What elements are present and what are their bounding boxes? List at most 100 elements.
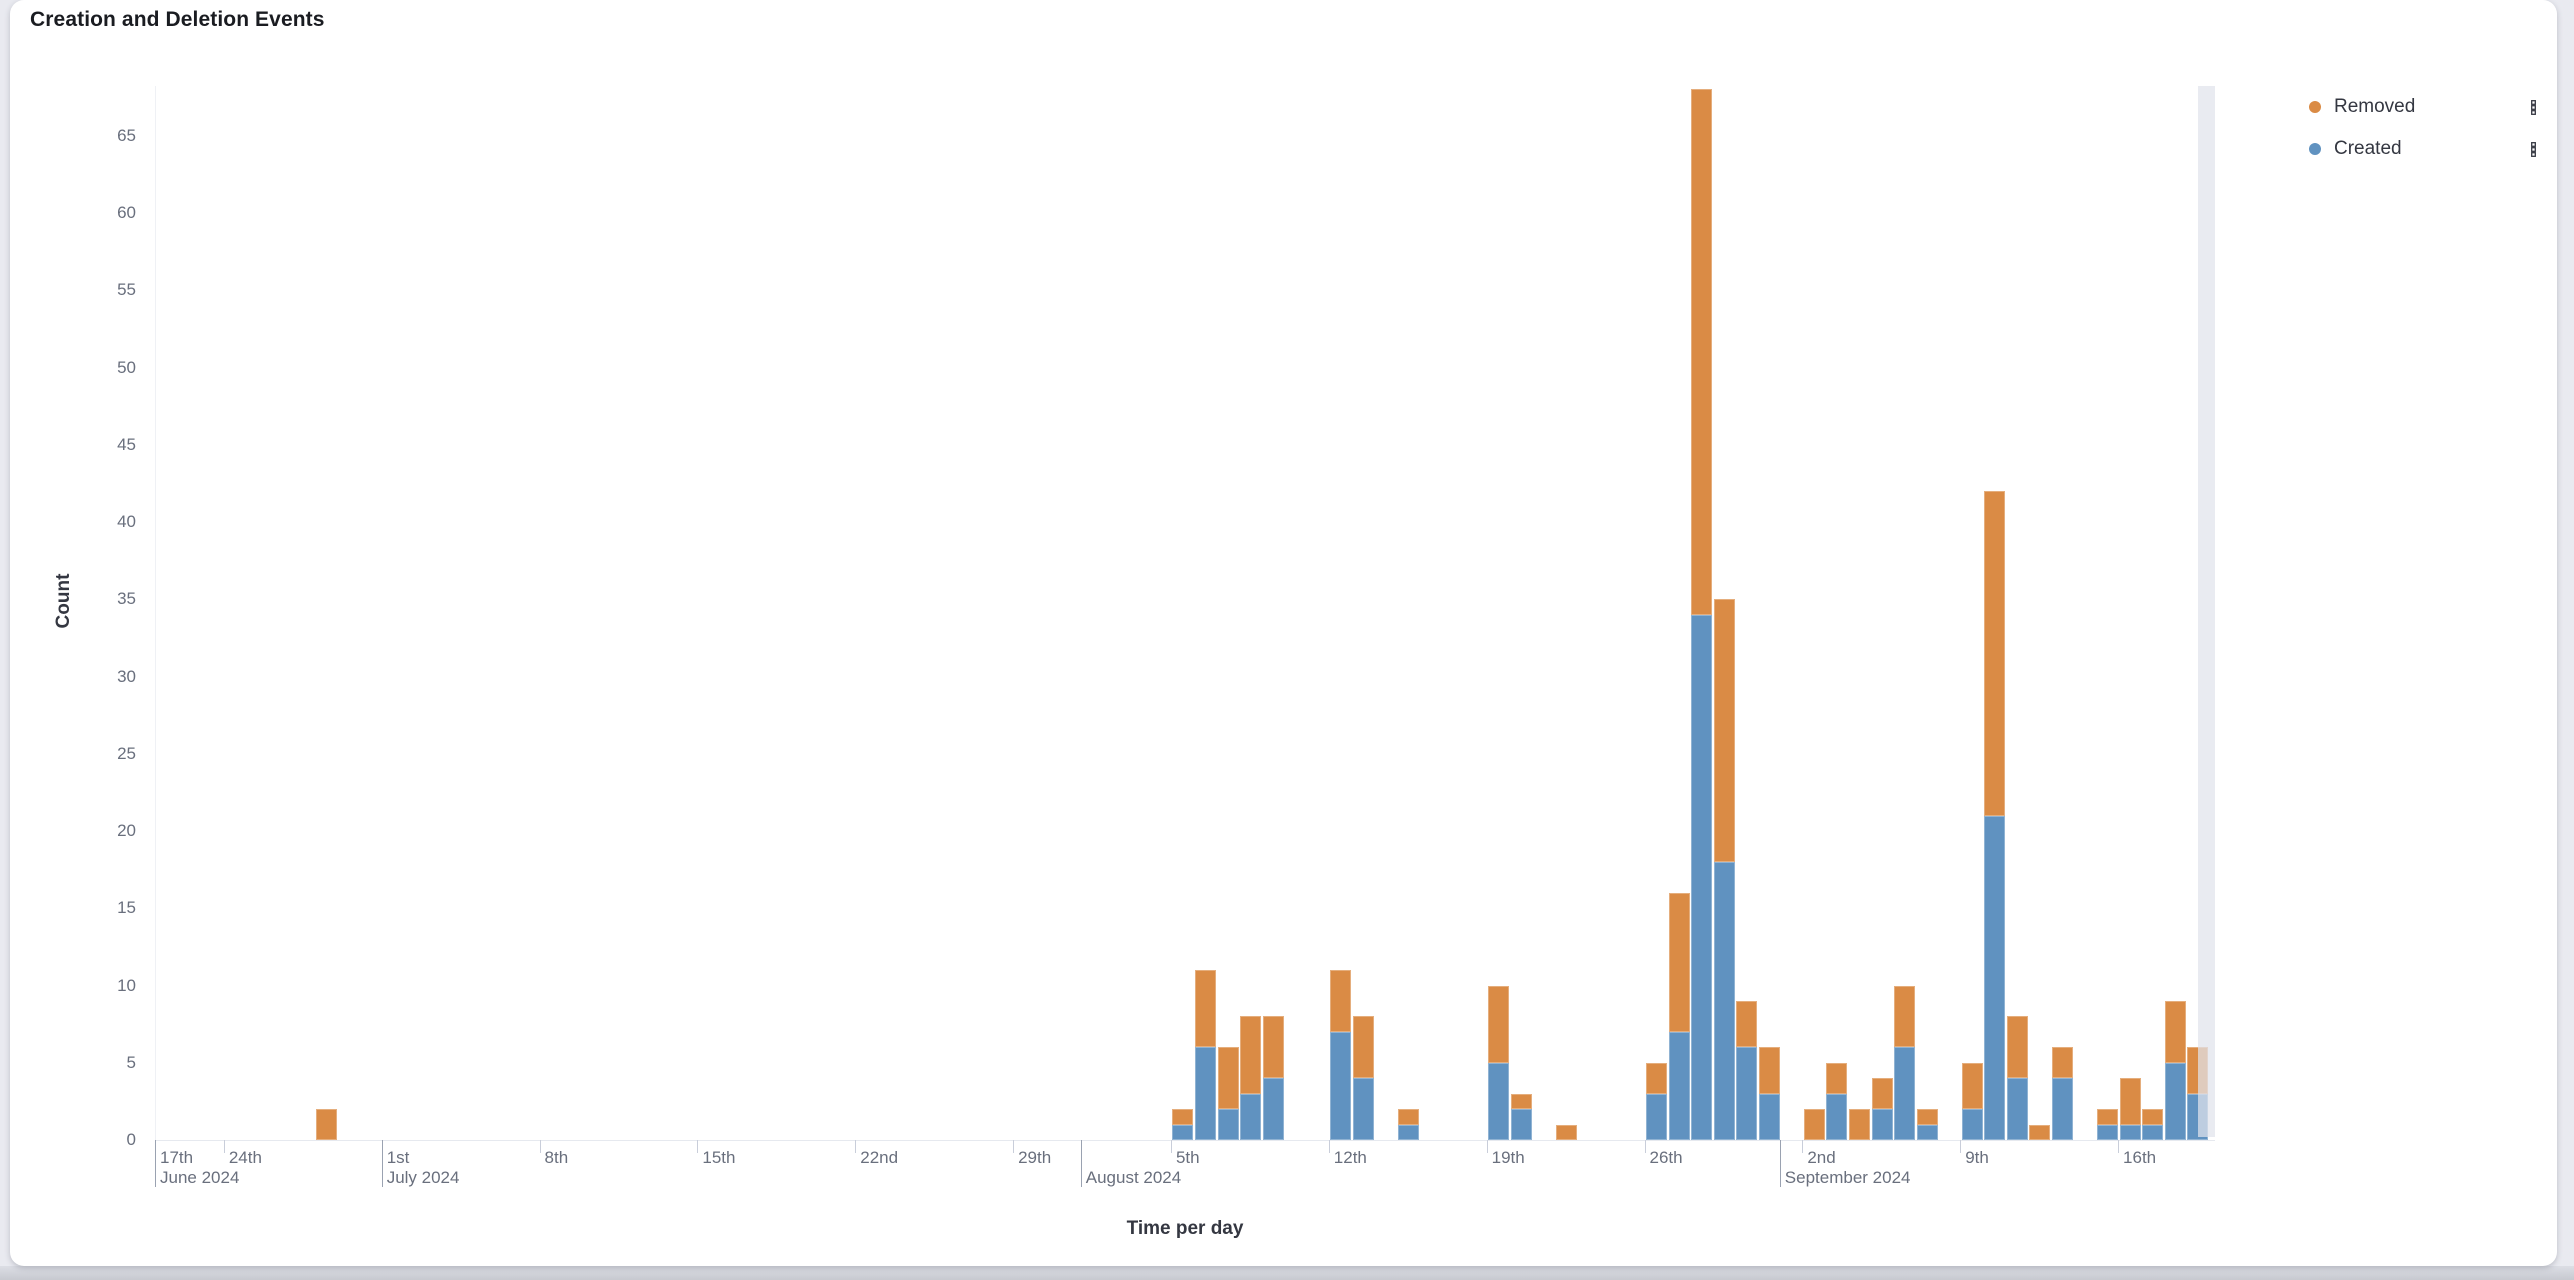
x-tick-label: 9th	[1965, 1148, 1989, 1167]
bar-segment-created[interactable]	[1871, 1109, 1893, 1140]
x-month-label: June 2024	[160, 1168, 240, 1187]
bar-segment-removed[interactable]	[1916, 1109, 1938, 1125]
bar-segment-removed[interactable]	[2119, 1078, 2141, 1125]
x-tick-label: 15th	[702, 1148, 736, 1167]
y-tick-label: 10	[117, 975, 136, 995]
bar-segment-removed[interactable]	[1352, 1016, 1374, 1079]
bar-segment-removed[interactable]	[1330, 970, 1352, 1032]
y-tick-label: 45	[117, 434, 136, 454]
partial-bucket-band	[2197, 86, 2215, 1137]
bar-segment-created[interactable]	[1172, 1124, 1194, 1140]
y-tick-label: 25	[117, 743, 136, 763]
bar-segment-created[interactable]	[1330, 1031, 1352, 1140]
bar-segment-removed[interactable]	[2029, 1124, 2051, 1140]
bar-segment-removed[interactable]	[1736, 1000, 1758, 1048]
y-tick-label: 0	[126, 1130, 136, 1149]
bar-segment-created[interactable]	[1984, 815, 2006, 1140]
bar-segment-created[interactable]	[1195, 1047, 1216, 1140]
x-tick-mark	[855, 1140, 857, 1153]
bar-segment-created[interactable]	[1352, 1078, 1374, 1140]
x-tick-label: 5th	[1175, 1148, 1200, 1167]
month-separator-line	[155, 1140, 156, 1187]
bar-segment-removed[interactable]	[1691, 89, 1713, 615]
bar-segment-created[interactable]	[1826, 1093, 1848, 1140]
bar-segment-created[interactable]	[2051, 1078, 2073, 1140]
bar-segment-created[interactable]	[1916, 1124, 1938, 1140]
page-bottom-shade	[0, 1266, 2574, 1280]
y-tick-label: 40	[117, 512, 136, 531]
bar-segment-created[interactable]	[1488, 1062, 1510, 1140]
panel-title: Creation and Deletion Events	[30, 8, 325, 31]
y-axis-title: Count	[53, 573, 74, 629]
boxes-vertical-icon[interactable]	[2525, 141, 2541, 157]
bar-segment-created[interactable]	[1894, 1047, 1916, 1140]
bar-segment-removed[interactable]	[1646, 1062, 1667, 1094]
bar-segment-removed[interactable]	[1871, 1078, 1893, 1110]
legend-item-label[interactable]: Created	[2334, 138, 2402, 159]
x-tick-label: 2nd	[1807, 1148, 1836, 1167]
x-month-label: July 2024	[386, 1168, 460, 1187]
boxes-vertical-icon[interactable]	[2525, 99, 2541, 115]
bar-segment-created[interactable]	[1691, 614, 1713, 1140]
x-tick-label: 12th	[1333, 1148, 1367, 1167]
bar-segment-removed[interactable]	[1488, 985, 1510, 1063]
x-axis-title: Time per day	[1126, 1218, 1244, 1239]
bar-segment-created[interactable]	[1668, 1031, 1690, 1140]
bar-segment-removed[interactable]	[1172, 1109, 1194, 1125]
x-tick-label: 19th	[1491, 1148, 1525, 1167]
bar-segment-created[interactable]	[2119, 1124, 2141, 1140]
legend-item-label[interactable]: Removed	[2334, 96, 2416, 117]
bar-segment-created[interactable]	[2142, 1124, 2164, 1140]
bar-segment-created[interactable]	[2164, 1062, 2186, 1140]
bar-segment-removed[interactable]	[1848, 1109, 1870, 1140]
bar-segment-created[interactable]	[1397, 1124, 1419, 1140]
x-tick-label: 8th	[544, 1148, 569, 1167]
plot-area[interactable]	[155, 86, 2215, 1141]
bar-segment-removed[interactable]	[1984, 491, 2006, 816]
bar-segment-removed[interactable]	[1894, 985, 1916, 1048]
bar-segment-created[interactable]	[1713, 861, 1735, 1140]
bar-segment-created[interactable]	[1217, 1109, 1239, 1140]
legend-item: Created	[2309, 128, 2541, 170]
bar-segment-removed[interactable]	[2142, 1109, 2164, 1125]
bar-segment-created[interactable]	[1510, 1109, 1532, 1140]
bar-segment-created[interactable]	[1240, 1093, 1262, 1140]
bar-segment-removed[interactable]	[1217, 1047, 1239, 1110]
bar-segment-removed[interactable]	[1803, 1109, 1825, 1140]
bar-segment-removed[interactable]	[1713, 599, 1735, 862]
bar-segment-removed[interactable]	[1668, 892, 1690, 1032]
bar-segment-removed[interactable]	[1758, 1047, 1780, 1094]
bar-segment-removed[interactable]	[1510, 1093, 1532, 1110]
bar-segment-removed[interactable]	[2051, 1047, 2073, 1079]
x-tick-mark	[1328, 1140, 1330, 1153]
bar-segment-removed[interactable]	[1397, 1109, 1419, 1125]
bar-segment-removed[interactable]	[315, 1109, 337, 1140]
bar-segment-created[interactable]	[2006, 1078, 2028, 1140]
x-tick-mark	[1013, 1140, 1015, 1153]
bar-segment-created[interactable]	[1961, 1109, 1983, 1140]
bar-segment-created[interactable]	[1758, 1093, 1780, 1140]
legend-item: Removed	[2309, 86, 2541, 128]
x-tick-mark	[1486, 1140, 1488, 1153]
bar-segment-removed[interactable]	[1961, 1062, 1983, 1110]
y-tick-label: 30	[117, 666, 136, 686]
bar-segment-removed[interactable]	[1262, 1016, 1284, 1079]
y-tick-label: 15	[117, 898, 136, 918]
bar-segment-created[interactable]	[1736, 1047, 1758, 1140]
bar-segment-removed[interactable]	[2006, 1016, 2028, 1079]
legend-color-dot	[2309, 143, 2321, 155]
bar-segment-removed[interactable]	[1195, 970, 1216, 1048]
x-tick-mark	[1802, 1140, 1804, 1153]
bar-segment-removed[interactable]	[1826, 1062, 1848, 1094]
legend: Removed Created	[2309, 86, 2541, 170]
month-separator-line	[381, 1140, 383, 1187]
bar-segment-removed[interactable]	[2164, 1000, 2186, 1063]
bar-segment-created[interactable]	[1646, 1093, 1667, 1140]
bar-segment-created[interactable]	[2097, 1124, 2118, 1140]
bar-segment-created[interactable]	[1262, 1078, 1284, 1140]
bar-segment-removed[interactable]	[1240, 1016, 1262, 1094]
bar-segment-removed[interactable]	[1555, 1124, 1577, 1140]
bar-segment-removed[interactable]	[2097, 1109, 2118, 1125]
y-tick-label: 35	[117, 589, 136, 609]
